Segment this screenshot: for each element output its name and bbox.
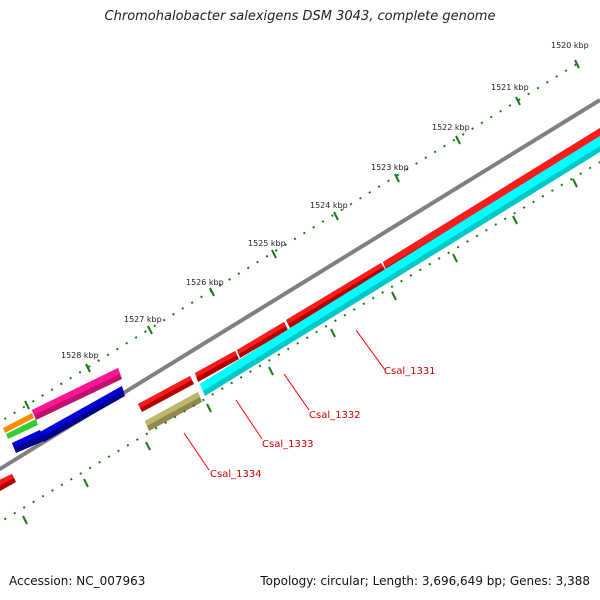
inner-ruler (0, 161, 600, 525)
kbp-label: 1520 kbp (551, 41, 589, 50)
outer-ruler: 1520 kbp 1521 kbp 1522 kbp 1523 kbp 1524 kbp… (0, 41, 589, 424)
gene-label-csal-1334[interactable]: Csal_1334 (210, 469, 262, 480)
cds-csal-1331[interactable] (383, 128, 600, 272)
ruler-tick (512, 215, 518, 225)
kbp-label: 1525 kbp (248, 239, 286, 248)
kbp-label: 1526 kbp (186, 278, 224, 287)
genome-backbone (0, 98, 600, 472)
cog-pink-block[interactable] (32, 368, 122, 420)
gene-label-csal-1331[interactable]: Csal_1331 (384, 366, 436, 377)
ruler-tick (394, 173, 400, 183)
cog-orange-block[interactable] (3, 413, 34, 433)
leader-csal-1332 (283, 373, 310, 411)
ruler-tick (330, 328, 336, 338)
ruler-tick (391, 291, 397, 301)
ruler-tick (572, 178, 578, 188)
genome-summary-text: Topology: circular; Length: 3,696,649 bp… (260, 574, 590, 588)
ruler-tick (85, 363, 91, 373)
cds-forward-edge[interactable] (0, 474, 16, 494)
ruler-tick (22, 515, 28, 525)
leader-csal-1331 (355, 329, 386, 371)
cog-features (3, 136, 600, 453)
cds-forward-upstream[interactable] (138, 376, 194, 412)
accession-text: Accession: NC_007963 (9, 574, 146, 588)
ruler-tick (209, 287, 215, 297)
inner-ruler-dots (0, 161, 600, 524)
cog-olive-block[interactable] (145, 392, 202, 431)
cds-csal-1334[interactable] (195, 351, 239, 382)
kbp-labels: 1520 kbp 1521 kbp 1522 kbp 1523 kbp 1524 kbp… (61, 41, 589, 360)
ruler-tick (206, 403, 212, 413)
kbp-label: 1522 kbp (432, 123, 470, 132)
ruler-tick (271, 249, 277, 259)
inner-ruler-ticks (22, 178, 578, 525)
cog-green-block[interactable] (6, 419, 38, 439)
leader-csal-1334 (183, 432, 210, 471)
leader-csal-1333 (235, 399, 263, 440)
kbp-label: 1527 kbp (124, 315, 162, 324)
outer-ruler-ticks (24, 59, 580, 410)
gene-labels: Csal_1331 Csal_1332 Csal_1333 Csal_1334 (210, 366, 436, 480)
cog-cyan-block[interactable] (200, 136, 600, 396)
cds-csal-1332[interactable] (286, 263, 386, 328)
ruler-tick (452, 253, 458, 263)
gene-label-csal-1333[interactable]: Csal_1333 (262, 439, 314, 450)
cds-csal-1333[interactable] (237, 322, 288, 358)
ruler-tick (147, 325, 153, 335)
forward-strand-features (0, 128, 600, 494)
ruler-tick (333, 211, 339, 221)
ruler-tick (268, 366, 274, 376)
cog-blue-block[interactable] (40, 386, 125, 442)
kbp-label: 1523 kbp (371, 163, 409, 172)
gene-label-csal-1332[interactable]: Csal_1332 (309, 410, 361, 421)
gene-label-lines (183, 329, 386, 471)
kbp-label: 1528 kbp (61, 351, 99, 360)
outer-ruler-dots (0, 61, 581, 424)
ruler-tick (24, 400, 30, 410)
kbp-label: 1524 kbp (310, 201, 348, 210)
ruler-tick (574, 59, 580, 69)
ruler-tick (515, 96, 521, 106)
kbp-label: 1521 kbp (491, 83, 529, 92)
map-title: Chromohalobacter salexigens DSM 3043, co… (104, 9, 496, 24)
cog-blue-small[interactable] (12, 430, 44, 453)
ruler-tick (145, 441, 151, 451)
ruler-tick (455, 135, 461, 145)
ruler-tick (83, 478, 89, 488)
